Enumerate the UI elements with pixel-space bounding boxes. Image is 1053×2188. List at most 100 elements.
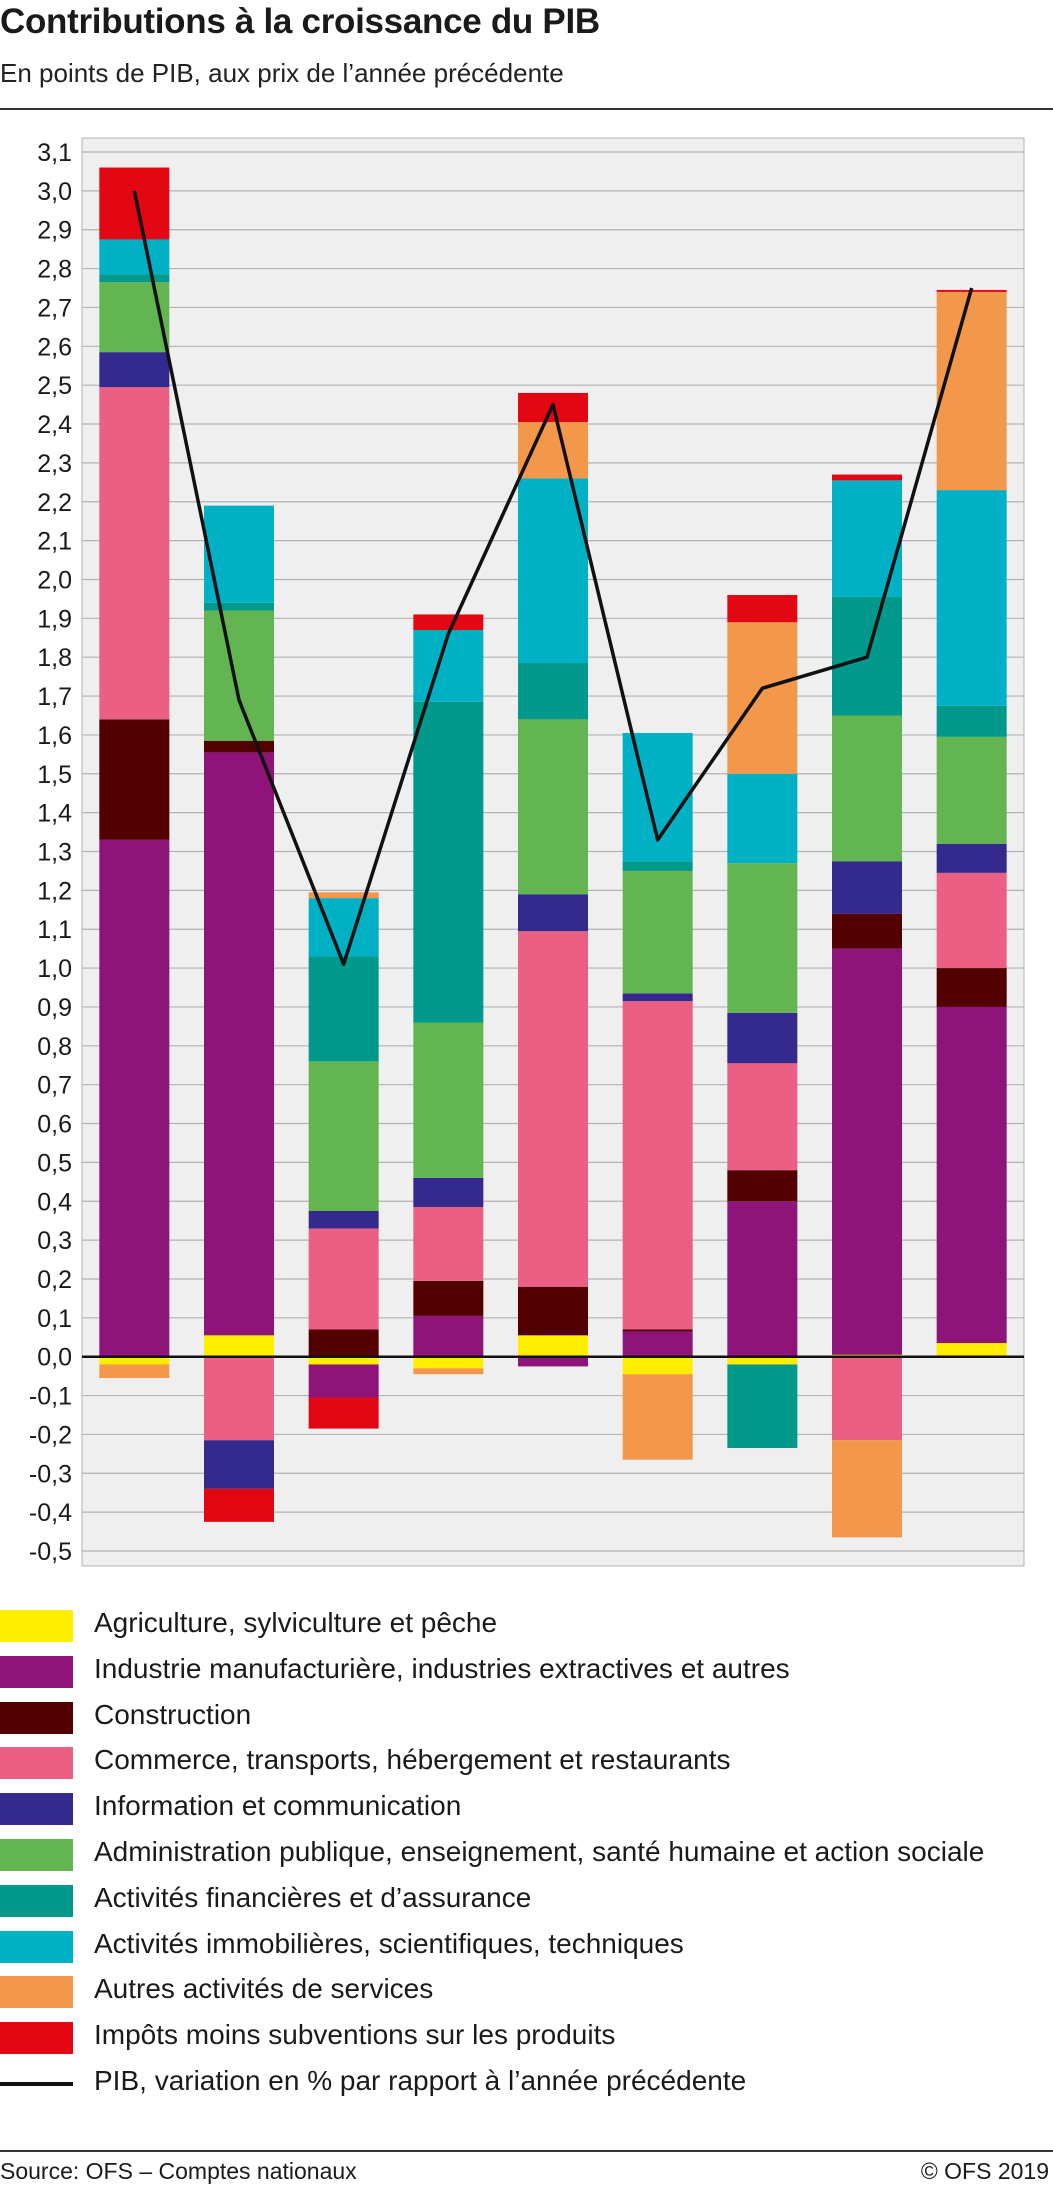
bar-segment — [413, 1280, 484, 1316]
bar-segment — [832, 474, 902, 481]
y-tick-label: 0,9 — [37, 994, 72, 1022]
y-tick-label: 2,9 — [37, 217, 72, 245]
bar-segment — [99, 167, 170, 240]
legend-label: Activités financières et d’assurance — [94, 1881, 532, 1913]
bar-segment — [413, 1315, 484, 1357]
bar-segment — [518, 1286, 588, 1336]
bar-segment — [518, 894, 588, 932]
x-tick-label: 2016 — [735, 1588, 791, 1590]
bar-segment — [518, 663, 588, 720]
bar-segment — [936, 968, 1007, 1007]
gdp-growth-line — [132, 190, 974, 966]
bar-segment — [308, 1397, 379, 1429]
bar-segment — [727, 595, 798, 623]
y-tick-label: 1,9 — [37, 605, 72, 633]
legend-label: Activités immobilières, scientifiques, t… — [94, 1927, 684, 1959]
y-tick-label: 2,0 — [37, 566, 72, 594]
bar-segment — [308, 956, 379, 1062]
y-tick-label: 1,5 — [37, 761, 72, 789]
bar-segment — [99, 282, 170, 353]
stacked-bar-chart: 3,1 3,0 2,9 2,8 2,7 2,6 2,5 2,4 2,3 2,2 2,1 2,0 1,9 1… — [29, 137, 1025, 1590]
bar-segment — [936, 291, 1007, 491]
x-axis-ticks: 2010 2011 2012 2013 2014 2015 2016 2017 2018 — [107, 1588, 1000, 1590]
bar-segment — [832, 1356, 902, 1441]
bar-segment — [413, 1207, 484, 1281]
bar-segment — [308, 1356, 379, 1365]
y-tick-label: 0,7 — [37, 1072, 72, 1100]
gdp-line — [132, 190, 974, 966]
bar-segment — [204, 1488, 274, 1522]
source-note: Source: OFS – Comptes nationaux — [0, 2158, 357, 2184]
y-tick-label: 3,0 — [37, 178, 72, 206]
x-tick-label: 2012 — [316, 1588, 372, 1590]
y-tick-label: 2,2 — [37, 489, 72, 517]
bar-segment — [727, 863, 798, 1013]
bar-segment — [832, 861, 902, 914]
bar-segment — [413, 1368, 484, 1375]
bar-segment — [622, 732, 693, 862]
legend-label: Industrie manufacturière, industries ext… — [94, 1652, 790, 1684]
bottom-divider — [0, 2150, 1053, 2152]
bar-segment — [936, 872, 1007, 969]
copyright-note: © OFS 2019 — [920, 2158, 1049, 2184]
y-tick-label: 0,8 — [37, 1033, 72, 1061]
bar-segment — [204, 1356, 274, 1441]
y-tick-label: -0,1 — [29, 1383, 72, 1411]
legend-label: Impôts moins subventions sur les produit… — [94, 2019, 616, 2051]
bar-segment — [204, 740, 274, 753]
bar-segment — [622, 993, 693, 1002]
legend-color-swatch — [0, 1976, 73, 2009]
bar-segment — [308, 1364, 379, 1398]
legend-item: Impôts moins subventions sur les produit… — [0, 2015, 1053, 2055]
y-tick-label: 0,5 — [37, 1149, 72, 1177]
legend-item: Industrie manufacturière, industries ext… — [0, 1649, 1053, 1689]
y-tick-label: 1,6 — [37, 722, 72, 750]
bar-segment — [308, 892, 379, 899]
bar-segment — [727, 1063, 798, 1171]
y-tick-label: 2,3 — [37, 450, 72, 478]
bar-segment — [99, 387, 170, 720]
bar-segment — [832, 480, 902, 597]
legend-color-swatch — [0, 1839, 73, 1871]
y-tick-label: 1,2 — [37, 877, 72, 905]
legend-line-swatch — [0, 2082, 73, 2086]
y-tick-label: -0,5 — [29, 1538, 72, 1566]
y-tick-label: 1,1 — [37, 916, 72, 944]
y-tick-label: 1,3 — [37, 839, 72, 867]
bar-segment — [936, 736, 1007, 844]
y-tick-label: 0,4 — [37, 1188, 72, 1216]
legend-color-swatch — [0, 1793, 73, 1826]
bar-segment — [727, 1170, 798, 1202]
bar-segment — [204, 610, 274, 741]
x-tick-label: 2013 — [421, 1588, 477, 1590]
chart-title: Contributions à la croissance du PIB — [0, 2, 600, 41]
y-tick-label: 2,1 — [37, 528, 72, 556]
x-tick-label: 2017 — [839, 1588, 895, 1590]
bar-segment — [99, 352, 170, 388]
bar-segment — [518, 422, 588, 479]
bar-segment — [308, 1228, 379, 1330]
y-tick-label: -0,4 — [29, 1499, 72, 1527]
bar-segment — [622, 1331, 693, 1357]
y-tick-label: 1,8 — [37, 644, 72, 672]
bar-segment — [99, 1356, 170, 1365]
y-tick-label: 2,8 — [37, 256, 72, 284]
y-tick-label: 2,6 — [37, 333, 72, 361]
bar-segment — [727, 773, 798, 864]
y-tick-label: 0,1 — [37, 1305, 72, 1333]
bar-segment — [727, 1364, 798, 1449]
bar-segment — [204, 1335, 274, 1357]
x-tick-label: 2015 — [630, 1588, 686, 1590]
bar-segment — [727, 1201, 798, 1357]
bar-segment — [99, 719, 170, 840]
top-divider — [0, 108, 1053, 110]
legend-item: Information et communication — [0, 1786, 1053, 1826]
bar-segment — [936, 1343, 1007, 1357]
y-tick-label: 1,7 — [37, 683, 72, 711]
bar-segment — [204, 752, 274, 1336]
legend-color-swatch — [0, 1930, 73, 1963]
bar-segment — [622, 861, 693, 871]
bar-segment — [413, 1177, 484, 1208]
bar-segment — [518, 931, 588, 1287]
legend-item: Activités immobilières, scientifiques, t… — [0, 1924, 1053, 1964]
